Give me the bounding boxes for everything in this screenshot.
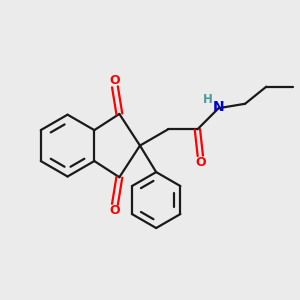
Text: O: O	[110, 74, 120, 87]
Text: N: N	[213, 100, 224, 114]
Text: O: O	[195, 156, 206, 169]
Text: H: H	[202, 93, 212, 106]
Text: O: O	[110, 204, 120, 217]
